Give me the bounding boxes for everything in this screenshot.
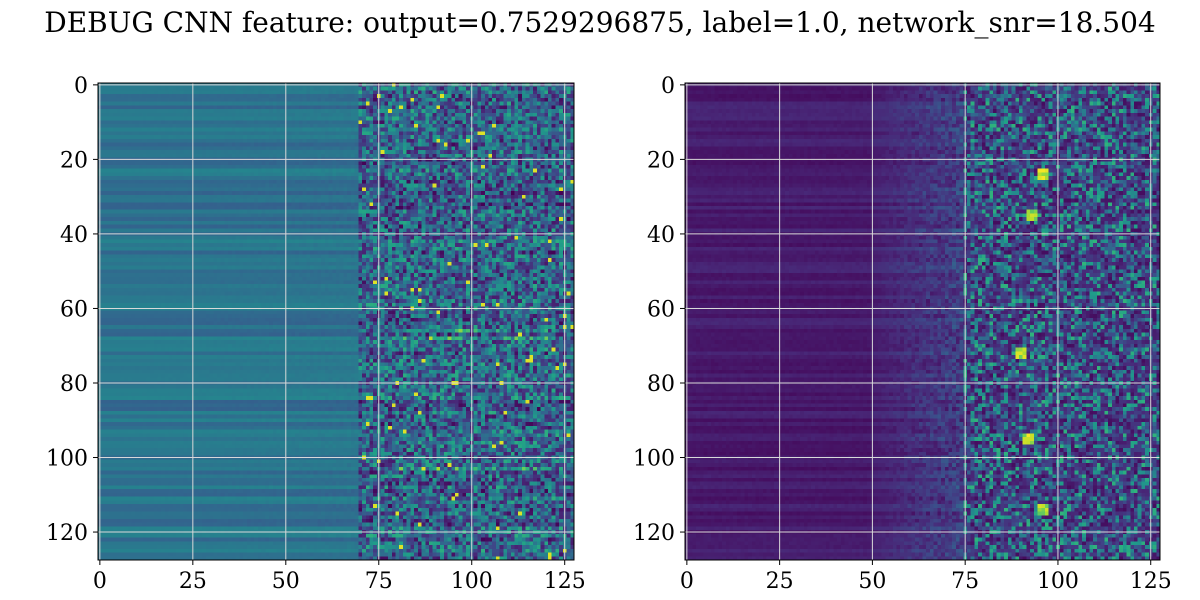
y-tick-label: 80 <box>60 372 88 397</box>
y-tick-label: 0 <box>661 74 675 99</box>
y-tick-label: 20 <box>647 148 675 173</box>
y-tick-label: 60 <box>60 297 88 322</box>
y-tick-label: 120 <box>633 521 675 546</box>
x-tick-label: 0 <box>680 569 694 594</box>
x-tick-label: 125 <box>1130 569 1172 594</box>
y-tick-label: 0 <box>74 74 88 99</box>
axes-frame <box>684 82 1161 561</box>
x-tick-label: 100 <box>451 569 493 594</box>
y-tick-label: 120 <box>46 521 88 546</box>
y-tick-label: 60 <box>647 297 675 322</box>
heatmap-image <box>685 83 1160 560</box>
y-tick-label: 40 <box>60 223 88 248</box>
y-tick-label: 40 <box>647 223 675 248</box>
y-tick-label: 20 <box>60 148 88 173</box>
x-tick-label: 100 <box>1037 569 1079 594</box>
x-tick-label: 25 <box>766 569 794 594</box>
x-tick-label: 50 <box>858 569 886 594</box>
x-tick-label: 125 <box>544 569 586 594</box>
heatmap-panel-right: 0 25 50 75 100 125 0 20 40 60 80 100 120 <box>633 74 1172 594</box>
y-tick-label: 80 <box>647 372 675 397</box>
x-tick-label: 0 <box>93 569 107 594</box>
y-tick-label: 100 <box>46 447 88 472</box>
x-tick-label: 75 <box>365 569 393 594</box>
x-tick-label: 25 <box>179 569 207 594</box>
axes-frame <box>97 82 575 561</box>
figure-title: DEBUG CNN feature: output=0.7529296875, … <box>44 6 1156 39</box>
heatmap-image <box>98 83 574 560</box>
x-tick-label: 50 <box>272 569 300 594</box>
heatmap-panel-left: 0 25 50 75 100 125 0 20 40 60 80 100 120 <box>46 74 586 594</box>
y-tick-label: 100 <box>633 447 675 472</box>
x-tick-label: 75 <box>951 569 979 594</box>
